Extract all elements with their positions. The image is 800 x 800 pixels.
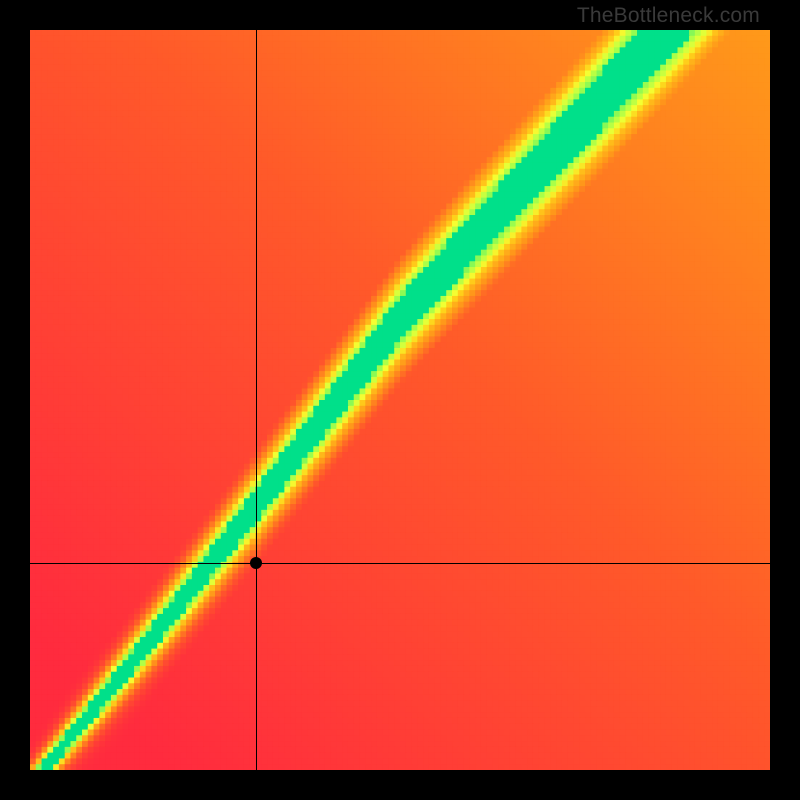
marker-dot bbox=[250, 557, 262, 569]
heatmap-plot-area bbox=[30, 30, 770, 770]
crosshair-horizontal bbox=[30, 563, 770, 564]
watermark-text: TheBottleneck.com bbox=[577, 4, 760, 28]
heatmap-canvas bbox=[30, 30, 770, 770]
crosshair-vertical bbox=[256, 30, 257, 770]
